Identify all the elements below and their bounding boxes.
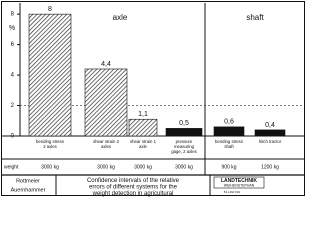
weight: 1200 kg [261,164,279,170]
y-label: % [9,25,15,32]
value-label: 0,5 [179,120,189,127]
section-label: shaft [246,13,264,22]
weight: 3000 kg [175,164,193,170]
y-tick-label: 8 [11,12,15,18]
x-tick-label: bending stress 2 axles [36,139,64,149]
author: Auernhammer [11,187,46,193]
x-tick-label: shear strain 2 axles [93,139,120,149]
weight-label: weight [4,164,19,170]
logo: LANDTECHNIK [221,178,257,184]
weight: 3000 kg [97,164,115,170]
bar [128,118,158,137]
bar [28,13,72,137]
value-label: 0,6 [224,119,234,126]
weight: 900 kg [221,164,236,170]
bar [165,128,203,137]
frame [1,1,305,196]
bar [254,129,286,137]
y-tick-label: 2 [11,103,15,109]
logo-box [213,176,265,189]
weight: 3000 kg [134,164,152,170]
chart: % axle shaft weight Rottmeier Auernhamme… [1,1,305,197]
weight: 3000 kg [41,164,59,170]
value-label: 4,4 [101,61,111,68]
value-label: 1,1 [138,111,148,118]
value-label: 0,4 [265,122,275,129]
x-tick-label: shear strain 1 axle [130,139,157,149]
y-tick-label: 6 [11,42,15,48]
author: Rottmeier [16,178,40,184]
logo: WEIHENSTEPHAN [224,183,255,187]
code: 81 LAW 001 [224,190,241,194]
x-tick-label: bending stress shaft [215,139,243,149]
x-tick-label: pressure measuring gage, 2 axles [171,139,197,154]
bar [213,126,245,137]
y-tick-label: 0 [11,134,15,140]
section-label: axle [113,13,128,22]
value-label: 8 [48,6,52,13]
footer-title: Confidence intervals of the relative erro… [87,178,180,197]
x-tick-label: hitch tractor [259,139,282,144]
bar [84,68,128,137]
y-tick-label: 4 [11,73,15,79]
